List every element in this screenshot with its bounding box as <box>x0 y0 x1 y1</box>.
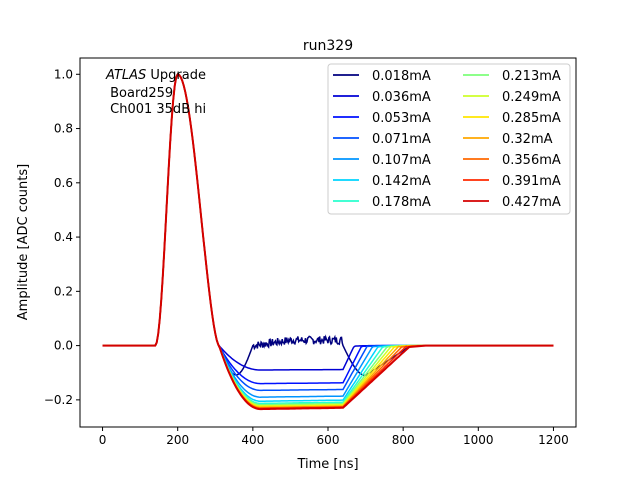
x-tick-label: 800 <box>392 433 415 447</box>
y-tick-label: 0.4 <box>54 230 73 244</box>
annotation-board: Board259 <box>106 86 173 101</box>
legend-label: 0.018mA <box>372 69 431 84</box>
svg-text:ATLAS Upgrade: ATLAS Upgrade <box>105 68 206 83</box>
y-axis-ticks: −0.2 0.0 0.2 0.4 0.6 0.8 1.0 <box>44 67 80 407</box>
x-tick-label: 200 <box>166 433 189 447</box>
y-tick-label: 0.0 <box>54 339 73 353</box>
legend-label: 0.285mA <box>502 111 561 126</box>
y-tick-label: 0.6 <box>54 176 73 190</box>
legend-label: 0.213mA <box>502 69 561 84</box>
x-tick-label: 1000 <box>463 433 494 447</box>
legend-label: 0.053mA <box>372 111 431 126</box>
y-tick-label: 0.2 <box>54 284 73 298</box>
legend: 0.018mA 0.036mA 0.053mA 0.071mA 0.107mA 0.142… <box>327 63 571 215</box>
y-axis-label: Amplitude [ADC counts] <box>16 164 31 320</box>
series-layer <box>102 72 554 411</box>
legend-label: 0.036mA <box>372 90 431 105</box>
legend-label: 0.356mA <box>502 153 561 168</box>
y-tick-label: −0.2 <box>44 393 73 407</box>
legend-label: 0.142mA <box>372 174 431 189</box>
x-tick-label: 400 <box>241 433 264 447</box>
annotation: ATLAS Upgrade Board259 Ch001 35dB hi <box>105 68 206 117</box>
legend-label: 0.071mA <box>372 132 431 147</box>
legend-label: 0.249mA <box>502 90 561 105</box>
legend-label: 0.178mA <box>372 195 431 210</box>
annotation-atlas: ATLAS <box>105 68 146 83</box>
annotation-upgrade: Upgrade <box>146 68 206 83</box>
chart-title: run329 <box>303 38 353 54</box>
legend-box <box>327 63 571 215</box>
x-axis-label: Time [ns] <box>296 457 358 472</box>
x-tick-label: 600 <box>317 433 340 447</box>
legend-label: 0.32mA <box>502 132 553 147</box>
plot-area <box>79 57 577 428</box>
y-tick-label: 0.8 <box>54 122 73 136</box>
series-line-0-427mA <box>102 72 554 411</box>
legend-label: 0.391mA <box>502 174 561 189</box>
y-tick-label: 1.0 <box>54 67 73 81</box>
x-tick-label: 1200 <box>538 433 569 447</box>
annotation-channel: Ch001 35dB hi <box>106 102 206 117</box>
x-tick-label: 0 <box>99 433 107 447</box>
legend-label: 0.107mA <box>372 153 431 168</box>
x-axis-ticks: 0 200 400 600 800 1000 1200 <box>99 427 569 447</box>
legend-label: 0.427mA <box>502 195 561 210</box>
